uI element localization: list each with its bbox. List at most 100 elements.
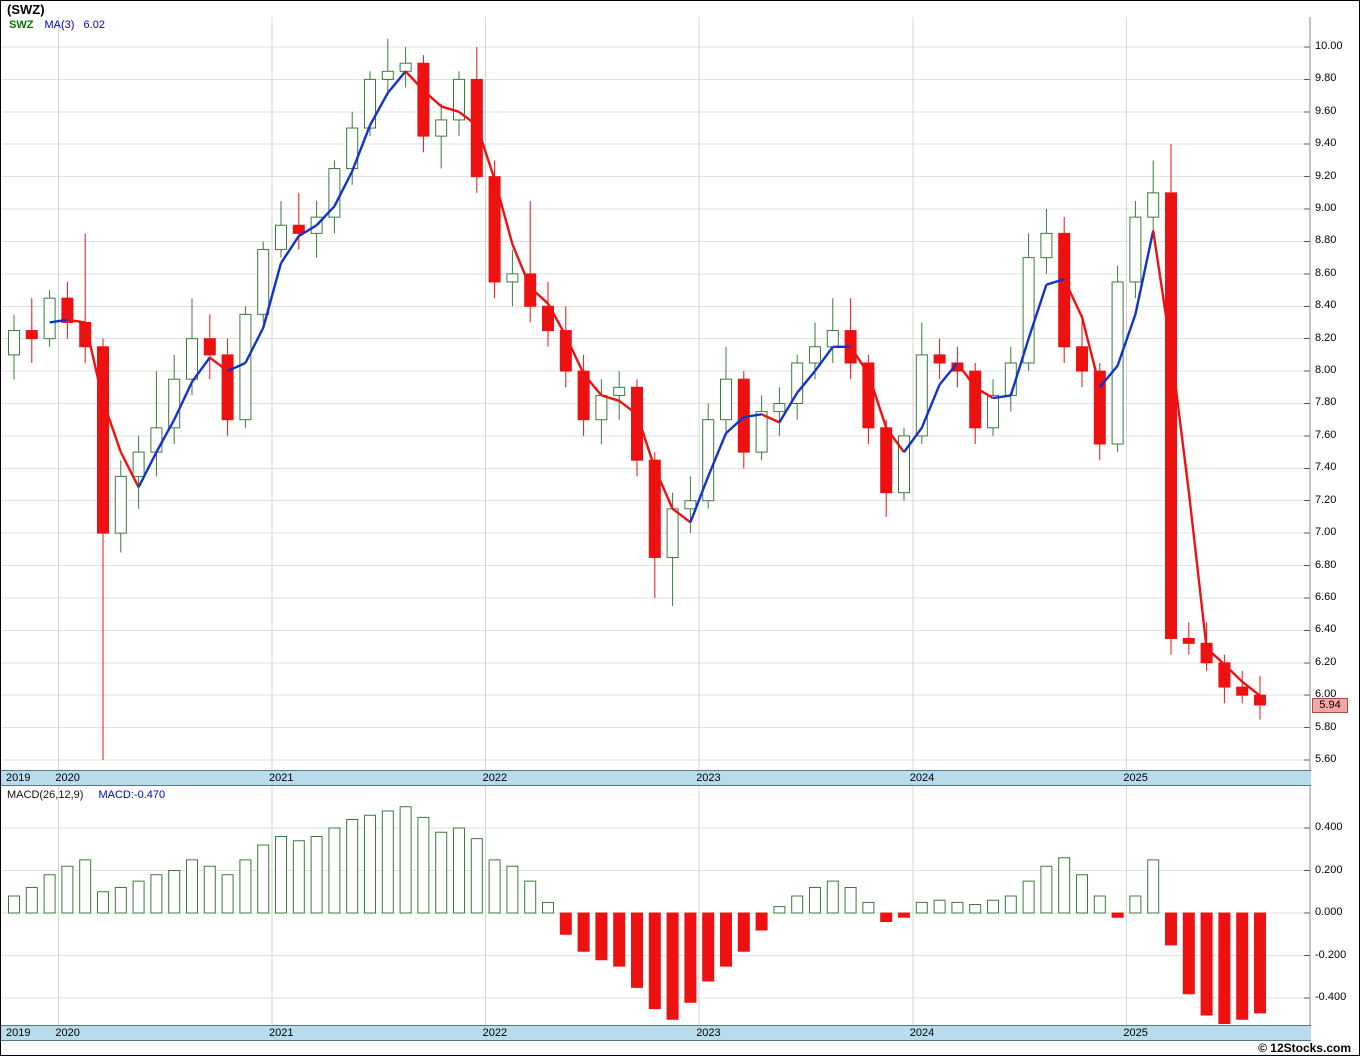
- ma3-line-segment: [404, 70, 425, 92]
- year-label-2021: 2021: [269, 772, 294, 784]
- candle-body: [132, 451, 145, 477]
- ma3-line-segment: [1152, 230, 1173, 350]
- year-label-2021: 2021: [269, 1027, 294, 1039]
- macd-bar: [559, 912, 572, 935]
- macd-bar: [844, 887, 857, 914]
- macd-bar: [987, 899, 999, 914]
- year-label-2025: 2025: [1123, 772, 1148, 784]
- ma3-line-segment: [725, 416, 745, 435]
- year-label-2022: 2022: [482, 1027, 508, 1039]
- ma3-line-segment: [938, 362, 959, 386]
- ma3-line-segment: [386, 70, 407, 94]
- ma3-line-segment: [298, 224, 318, 238]
- macd-bar: [186, 859, 198, 914]
- ma3-line-segment: [992, 394, 1011, 400]
- candle-body: [542, 305, 554, 332]
- ma3-line-segment: [262, 262, 283, 329]
- macd-bar: [1129, 895, 1142, 914]
- candle-body: [1236, 686, 1249, 696]
- macd-bar: [702, 912, 715, 982]
- ma3-line-segment: [546, 302, 567, 337]
- macd-bar: [488, 859, 501, 914]
- macd-value-label: MACD:-0.470: [98, 789, 166, 801]
- ma3-line-segment: [440, 105, 460, 113]
- ma3-line-segment: [903, 427, 923, 453]
- macd-bar: [1058, 857, 1071, 914]
- macd-tick-label: 0.400: [1315, 821, 1343, 833]
- candle-body: [862, 362, 875, 429]
- macd-bar: [666, 912, 679, 1020]
- year-label-2019: 2019: [6, 772, 31, 784]
- x-axis-band-bottom: 2019 2020 2021 2022 2023 2024 2025: [1, 1025, 1311, 1041]
- price-chart-canvas: [1, 17, 1311, 770]
- ma3-line-segment: [529, 286, 549, 305]
- macd-chart-canvas: [1, 786, 1311, 1025]
- macd-bar: [292, 840, 305, 914]
- macd-bar: [809, 887, 821, 914]
- candle-body: [114, 475, 127, 534]
- ma3-line-segment: [422, 89, 443, 108]
- macd-tick-label: 0.000: [1315, 906, 1343, 918]
- macd-bar: [1004, 895, 1017, 914]
- ma3-line-segment: [155, 419, 176, 453]
- candle-body: [1129, 216, 1142, 283]
- year-label-2019: 2019: [6, 1027, 31, 1039]
- candle-body: [524, 273, 537, 307]
- candle-body: [809, 346, 821, 364]
- macd-chart-area: MACD(26,12,9) MACD:-0.470: [1, 786, 1311, 1025]
- candle-body: [292, 224, 305, 234]
- price-tick-label: 8.60: [1315, 266, 1337, 279]
- year-label-2024: 2024: [909, 1027, 935, 1039]
- candle-body: [826, 330, 839, 348]
- macd-bar: [346, 819, 359, 914]
- macd-bar: [737, 912, 750, 952]
- legend-ma-label: MA(3): [44, 19, 75, 31]
- year-label-2024: 2024: [909, 772, 935, 784]
- ma3-line-segment: [1134, 230, 1155, 315]
- macd-bar: [364, 814, 376, 914]
- candle-body: [773, 402, 786, 413]
- candle-body: [257, 249, 270, 315]
- ma3-line-segment: [1063, 278, 1084, 318]
- candle-body: [221, 354, 234, 421]
- candle-body: [328, 168, 341, 218]
- ma3-line-segment: [671, 507, 692, 524]
- macd-bar: [862, 901, 875, 914]
- macd-bar: [684, 912, 697, 1003]
- macd-bar: [542, 901, 554, 914]
- macd-bar: [470, 838, 483, 914]
- price-tick-label: 5.80: [1315, 720, 1337, 733]
- price-tick-label: 8.20: [1315, 331, 1337, 344]
- candle-body: [1022, 257, 1035, 364]
- price-tick-label: 6.00: [1315, 688, 1337, 701]
- macd-tick-label: -0.400: [1315, 991, 1347, 1003]
- candle-body: [1040, 232, 1053, 259]
- macd-bar: [61, 865, 74, 914]
- x-axis-band-top: 2019 2020 2021 2022 2023 2024 2025: [1, 770, 1311, 786]
- ma3-line-segment: [653, 467, 674, 510]
- copyright-label: © 12Stocks.com: [1258, 1041, 1351, 1055]
- macd-bar: [613, 912, 626, 967]
- macd-bar: [1093, 895, 1106, 914]
- ma3-line-segment: [67, 318, 86, 324]
- macd-bar: [435, 831, 448, 914]
- macd-bar: [898, 912, 910, 918]
- ma3-line-segment: [796, 370, 816, 394]
- price-tick-label: 9.20: [1315, 169, 1337, 182]
- macd-tick-label: 0.200: [1315, 863, 1343, 876]
- macd-bar: [43, 874, 56, 914]
- macd-bar: [239, 859, 252, 914]
- candle-body: [666, 508, 679, 558]
- macd-bar: [275, 836, 287, 914]
- ma3-line-segment: [101, 400, 122, 453]
- ma3-line-segment: [511, 243, 532, 288]
- macd-bar: [826, 880, 839, 914]
- ma3-line-segment: [635, 413, 656, 469]
- ma3-line-segment: [582, 373, 603, 397]
- macd-bar: [132, 880, 145, 914]
- macd-bar: [1076, 874, 1088, 914]
- price-tick-label: 8.00: [1315, 364, 1337, 377]
- ma3-line-segment: [1223, 663, 1244, 683]
- price-tick-label: 7.60: [1315, 428, 1337, 441]
